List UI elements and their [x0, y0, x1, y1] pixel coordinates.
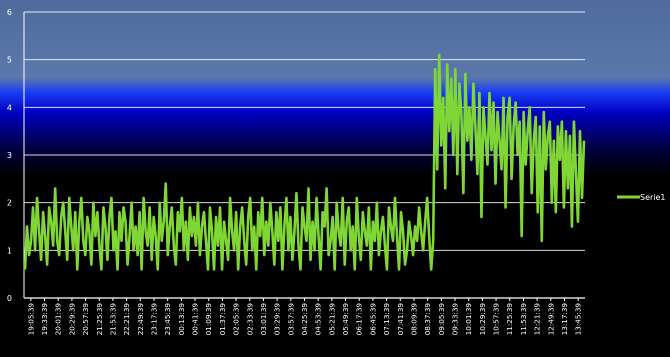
x-tick-label-6: 21:53:39: [108, 303, 117, 336]
x-tick-label-33: 10:29:39: [478, 303, 487, 336]
x-tick-label-40: 13:45:39: [574, 303, 583, 336]
x-tick-label-7: 22:21:39: [122, 303, 131, 336]
x-tick-label-34: 10:57:39: [492, 303, 501, 336]
y-tick-label-5: 5: [7, 56, 12, 65]
x-tick-label-2: 20:01:39: [54, 303, 63, 336]
x-tick-label-11: 00:13:39: [177, 303, 186, 336]
x-tick-label-24: 06:17:39: [355, 303, 364, 336]
x-tick-label-0: 19:05:39: [26, 303, 35, 336]
x-tick-label-25: 06:45:39: [368, 303, 377, 336]
x-tick-label-8: 22:49:39: [136, 303, 145, 336]
y-tick-label-1: 1: [7, 246, 12, 255]
x-tick-label-16: 02:33:39: [245, 303, 254, 336]
x-tick-label-3: 20:29:39: [67, 303, 76, 336]
x-tick-label-28: 08:09:39: [409, 303, 418, 336]
x-tick-label-13: 01:09:39: [204, 303, 213, 336]
y-tick-label-4: 4: [7, 103, 12, 112]
legend: Serie1: [617, 193, 666, 202]
x-tick-label-39: 13:17:39: [560, 303, 569, 336]
x-tick-label-18: 03:29:39: [273, 303, 282, 336]
x-tick-label-10: 23:45:39: [163, 303, 172, 336]
x-tick-label-36: 11:53:39: [519, 303, 528, 336]
y-tick-label-0: 0: [7, 294, 12, 303]
x-tick-label-5: 21:25:39: [95, 303, 104, 336]
x-tick-label-21: 04:53:39: [314, 303, 323, 336]
x-tick-label-19: 03:57:39: [286, 303, 295, 336]
x-tick-label-17: 03:01:39: [259, 303, 268, 336]
x-tick-label-23: 05:49:39: [341, 303, 350, 336]
x-tick-label-27: 07:41:39: [396, 303, 405, 336]
x-tick-label-31: 09:33:39: [451, 303, 460, 336]
x-tick-label-30: 09:05:39: [437, 303, 446, 336]
x-tick-label-35: 11:25:39: [505, 303, 514, 336]
x-tick-label-4: 20:57:39: [81, 303, 90, 336]
x-tick-label-12: 00:41:39: [191, 303, 200, 336]
x-tick-label-32: 10:01:39: [464, 303, 473, 336]
legend-label-0: Serie1: [640, 193, 666, 202]
series-layer: [23, 53, 586, 271]
y-tick-label-3: 3: [7, 151, 12, 160]
y-tick-label-6: 6: [7, 8, 12, 17]
x-tick-label-9: 23:17:39: [149, 303, 158, 336]
x-tick-label-15: 02:05:39: [232, 303, 241, 336]
y-tick-label-2: 2: [7, 199, 12, 208]
x-tick-label-26: 07:13:39: [382, 303, 391, 336]
x-tick-label-20: 04:25:39: [300, 303, 309, 336]
x-axis: 19:05:39 19:33:39 20:01:39 20:29:39 20:57:39…: [24, 297, 585, 336]
x-tick-label-29: 08:37:39: [423, 303, 432, 336]
x-tick-label-38: 12:49:39: [546, 303, 555, 336]
x-tick-label-14: 01:37:39: [218, 303, 227, 336]
y-axis: 0 1 2 3 4 5 6: [7, 8, 25, 303]
x-tick-label-37: 12:21:39: [533, 303, 542, 336]
x-tick-label-22: 05:21:39: [327, 303, 336, 336]
series-line-0: [23, 53, 586, 271]
x-tick-label-1: 19:33:39: [40, 303, 49, 336]
